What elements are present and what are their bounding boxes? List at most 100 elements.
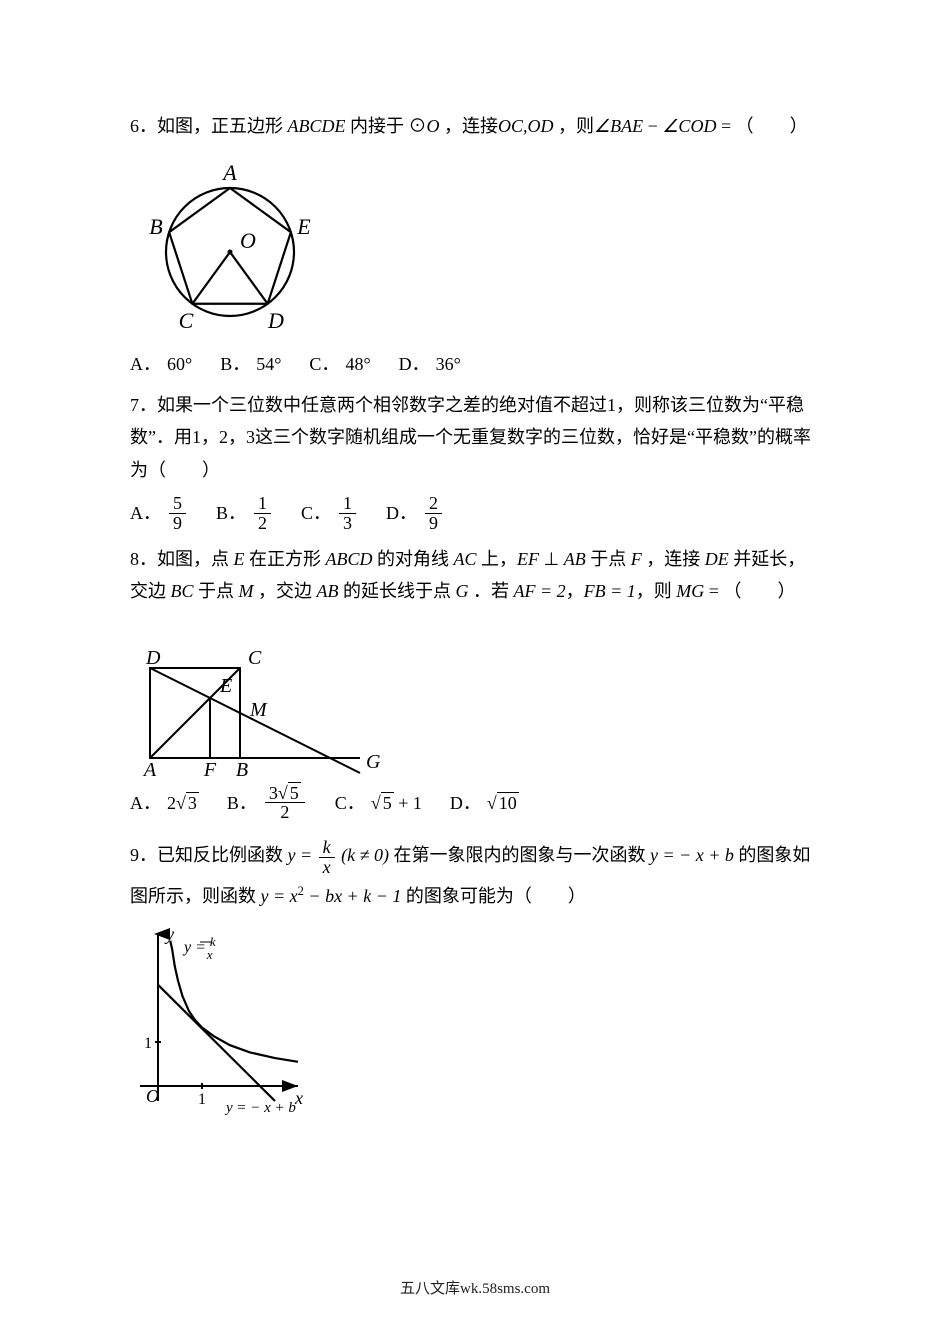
q7-option-d: D． 29 [386,494,444,533]
q9-tail: 的图象可能为（ ） [401,886,586,906]
plus: + 1 [398,793,422,813]
q9-yeq: y = [288,845,313,865]
q6-text: 6．如图，正五边形 ABCDE 内接于 ⊙O ，连接OC,OD ，则∠BAE −… [130,116,808,136]
q7-c-frac: 13 [339,494,356,533]
q7-options: A． 59 B． 12 C． 13 D． 29 [130,494,820,533]
q8-t5: ，连接 [642,549,705,569]
q8-ac: AC [454,549,477,569]
q8-eq: = （ ） [704,581,795,601]
q6-c-val: 48° [345,348,370,380]
question-7: 7．如果一个三位数中任意两个相邻数字之差的绝对值不超过1，则称该三位数为“平稳数… [130,389,820,486]
opt-label: D． [386,497,417,529]
opt-label: A． [130,497,161,529]
q6-number: 6． [130,116,157,136]
page: 6．如图，正五边形 ABCDE 内接于 ⊙O ，连接OC,OD ，则∠BAE −… [0,0,950,1343]
q8-bc: BC [171,581,194,601]
q6-minus: − [643,116,662,136]
frac-den: 2 [265,803,305,822]
q6-d-val: 36° [436,348,461,380]
opt-label-c: C． [309,348,339,380]
q8-figure: A B C D E F G M [130,618,820,778]
radicand: 5 [288,782,301,803]
q6-ang2: ∠COD [662,116,716,136]
line-yxb [158,985,275,1101]
q6-eq: = （ ） [716,116,807,136]
q8-e: E [234,549,245,569]
question-9: 9．已知反比例函数 y = kx (k ≠ 0) 在第一象限内的图象与一次函数 … [130,836,820,916]
radicand: 3 [186,792,199,813]
opt-label-a: A． [130,348,161,380]
label-a: A [142,759,157,778]
label-y1: 1 [144,1035,152,1052]
q7-option-b: B． 12 [216,494,273,533]
q6-option-b: B．54° [220,348,281,380]
label-m: M [249,699,268,721]
hyperbola-label: y = kx [182,934,216,962]
q7-text: 如果一个三位数中任意两个相邻数字之差的绝对值不超过1，则称该三位数为“平稳数”．… [130,395,811,480]
q8-ab2: AB [317,581,339,601]
q8-d-expr: √10 [487,787,519,819]
q8-sq: ABCD [326,549,373,569]
q8-option-c: C． √5 + 1 [335,784,422,823]
q6-circ: O [427,116,440,136]
label-c: C [179,308,194,333]
q8-m: M [239,581,254,601]
q8-af: AF = 2 [514,581,566,601]
line-label: y = − x + b [224,1100,296,1116]
q8-t4: 于点 [586,549,631,569]
opt-label-d: D． [399,348,430,380]
radius-oc [192,252,230,304]
q8-t9: 的延长线于点 [339,581,456,601]
q9-pre: 已知反比例函数 [157,845,288,865]
label-g: G [366,751,381,773]
q6-mid3: ，则 [554,116,595,136]
label-d: D [145,647,161,669]
label-b: B [149,214,162,239]
q8-pre: 如图，点 [157,549,234,569]
frac-den: 9 [169,514,186,533]
q9-quad: y = x [261,886,298,906]
q8-t8: ，交边 [254,581,317,601]
q8-t11: ，则 [636,581,677,601]
label-x1: 1 [198,1091,206,1108]
q8-option-b: B． 3√5 2 [227,784,307,823]
center-dot [228,250,233,255]
label-e: E [296,214,311,239]
question-6: 6．如图，正五边形 ABCDE 内接于 ⊙O ，连接OC,OD ，则∠BAE −… [130,110,820,142]
q9-figure: 1 1 O x y y = kx y = − x + b [130,926,820,1116]
frac-num: k [319,838,335,858]
hyperbola-curve [170,941,298,1062]
radicand: 10 [497,792,519,813]
opt-label: B． [227,787,257,819]
q9-lin: y = − x + b [650,845,734,865]
frac-den: 2 [254,514,271,533]
q9-kx: kx [319,838,335,877]
frac-den: x [319,858,335,877]
opt-label: A． [130,787,161,819]
frac-den: 3 [339,514,356,533]
label-y-axis: y [164,926,174,944]
q6-option-a: A．60° [130,348,192,380]
q7-option-a: A． 59 [130,494,188,533]
q6-b-val: 54° [256,348,281,380]
frac-num: 3√5 [265,784,305,804]
q8-option-a: A． 2√3 [130,784,199,823]
q8-b-expr: 3√5 2 [265,784,305,823]
q8-t1: 在正方形 [245,549,326,569]
q8-comma: ， [566,581,584,601]
q7-option-c: C． 13 [301,494,358,533]
q8-g: G [456,581,469,601]
opt-label: D． [450,787,481,819]
q6-figure: A B C D E O [130,152,820,342]
q7-d-frac: 29 [425,494,442,533]
q7-a-frac: 59 [169,494,186,533]
radius-od [230,252,268,304]
q8-c-expr: √5 + 1 [371,787,422,819]
frac-num: 1 [339,494,356,514]
q6-mid2: ，连接 [440,116,499,136]
radicand: 5 [381,792,394,813]
q6-options: A．60° B．54° C．48° D．36° [130,348,820,380]
q8-f: F [631,549,642,569]
q8-t3: 上， [477,549,518,569]
label-d: D [267,308,284,333]
